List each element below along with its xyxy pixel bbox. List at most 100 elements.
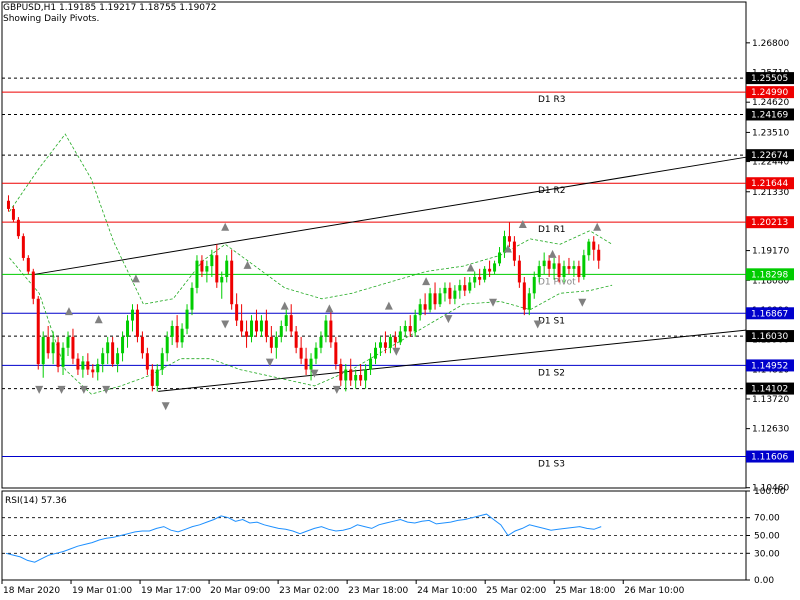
fractal-down-arrow xyxy=(489,298,498,307)
candle-body xyxy=(155,369,159,386)
level-label: D1 S2 xyxy=(538,368,565,378)
candle-body xyxy=(195,260,199,288)
fractal-up-arrow xyxy=(384,301,393,310)
price-tick-label: 1.22440 xyxy=(752,158,789,168)
symbol-header: GBPUSD,H1 1.19185 1.19217 1.18755 1.1907… xyxy=(3,3,217,13)
price-badge-text: 1.21644 xyxy=(751,179,788,189)
price-badge xyxy=(746,108,794,121)
candle-body xyxy=(150,369,154,386)
candle-body xyxy=(517,260,521,283)
level-label: D1 Pivot xyxy=(538,277,576,287)
fractal-down-arrow xyxy=(578,298,587,307)
fractal-down-arrow xyxy=(444,315,453,324)
candle-body xyxy=(597,249,601,261)
candle-body xyxy=(582,255,586,277)
price-badge-text: 1.24990 xyxy=(751,88,788,98)
candle-body xyxy=(284,315,288,326)
candle-body xyxy=(250,320,254,337)
candle-body xyxy=(334,342,338,365)
price-badge xyxy=(746,382,794,395)
candle-body xyxy=(220,276,224,283)
rsi-tick-label: 70.00 xyxy=(754,514,780,524)
candle-body xyxy=(86,361,90,370)
candle-body xyxy=(145,353,149,370)
candle-body xyxy=(16,219,20,237)
candle-body xyxy=(101,353,105,365)
time-tick-label: 23 Mar 02:00 xyxy=(279,586,339,596)
fractal-down-arrow xyxy=(392,347,401,356)
price-badge xyxy=(746,177,794,190)
subtitle: Showing Daily Pivots. xyxy=(3,14,100,24)
candle-body xyxy=(443,287,447,294)
fractal-up-arrow xyxy=(94,315,103,324)
candle-body xyxy=(349,369,353,381)
candle-body xyxy=(423,304,427,310)
candle-body xyxy=(170,326,174,337)
candle-body xyxy=(175,326,179,343)
time-tick-label: 25 Mar 02:00 xyxy=(486,586,546,596)
candle-body xyxy=(438,293,442,305)
price-tick-label: 1.21330 xyxy=(752,188,789,198)
candle-body xyxy=(309,358,313,370)
fractal-up-arrow xyxy=(518,219,527,228)
candle-body xyxy=(116,353,120,365)
envelope-band-line xyxy=(9,257,613,395)
fractal-down-arrow xyxy=(221,320,230,329)
rsi-tick-label: 50.00 xyxy=(754,532,780,542)
candle-body xyxy=(76,358,80,370)
fractal-up-arrow xyxy=(548,249,557,258)
candle-body xyxy=(542,260,546,267)
fractal-down-arrow xyxy=(102,385,111,394)
candle-body xyxy=(259,320,263,332)
price-tick-label: 1.19170 xyxy=(752,247,789,257)
fractal-down-arrow xyxy=(332,385,341,394)
fractal-up-arrow xyxy=(243,260,252,269)
candle-body xyxy=(428,293,432,310)
fractal-up-arrow xyxy=(466,263,475,272)
price-badge-text: 1.18298 xyxy=(751,270,788,280)
candle-body xyxy=(339,364,343,381)
fractal-up-arrow xyxy=(221,222,230,231)
rsi-tick-label: 0.00 xyxy=(754,576,774,586)
fractal-down-arrow xyxy=(79,385,88,394)
candle-body xyxy=(458,285,462,291)
price-badge-text: 1.20213 xyxy=(751,218,788,228)
level-label: D1 S3 xyxy=(538,460,565,470)
candle-body xyxy=(567,266,571,269)
candle-body xyxy=(11,208,15,220)
candle-body xyxy=(403,326,407,332)
price-badge xyxy=(746,149,794,162)
price-badge-text: 1.24169 xyxy=(751,110,788,120)
candle-body xyxy=(304,358,308,370)
fractal-down-arrow xyxy=(57,385,66,394)
candle-body xyxy=(135,309,139,337)
fractal-up-arrow xyxy=(422,277,431,286)
price-tick-label: 1.24620 xyxy=(752,98,789,108)
candle-body xyxy=(537,266,541,277)
candle-body xyxy=(473,276,477,283)
candle-body xyxy=(344,369,348,381)
price-badge-text: 1.11606 xyxy=(751,453,788,463)
candle-body xyxy=(26,257,30,272)
price-tick-label: 1.10460 xyxy=(752,484,789,494)
candle-body xyxy=(522,282,526,310)
fractal-up-arrow xyxy=(503,244,512,253)
time-tick-label: 24 Mar 10:00 xyxy=(417,586,477,596)
candle-body xyxy=(329,320,333,343)
rsi-tick-label: 30.00 xyxy=(754,549,780,559)
candle-body xyxy=(165,336,169,354)
fractal-down-arrow xyxy=(265,358,274,367)
price-tick-label: 1.13720 xyxy=(752,395,789,405)
candle-body xyxy=(478,276,482,280)
candle-body xyxy=(210,255,214,267)
candle-body xyxy=(41,336,45,365)
candle-body xyxy=(126,320,130,337)
candle-body xyxy=(254,320,258,332)
price-tick-label: 1.12630 xyxy=(752,425,789,435)
price-badge-text: 1.14952 xyxy=(751,361,788,371)
candle-body xyxy=(269,336,273,348)
candle-body xyxy=(31,271,35,299)
candle-body xyxy=(502,236,506,253)
candle-body xyxy=(493,263,497,272)
